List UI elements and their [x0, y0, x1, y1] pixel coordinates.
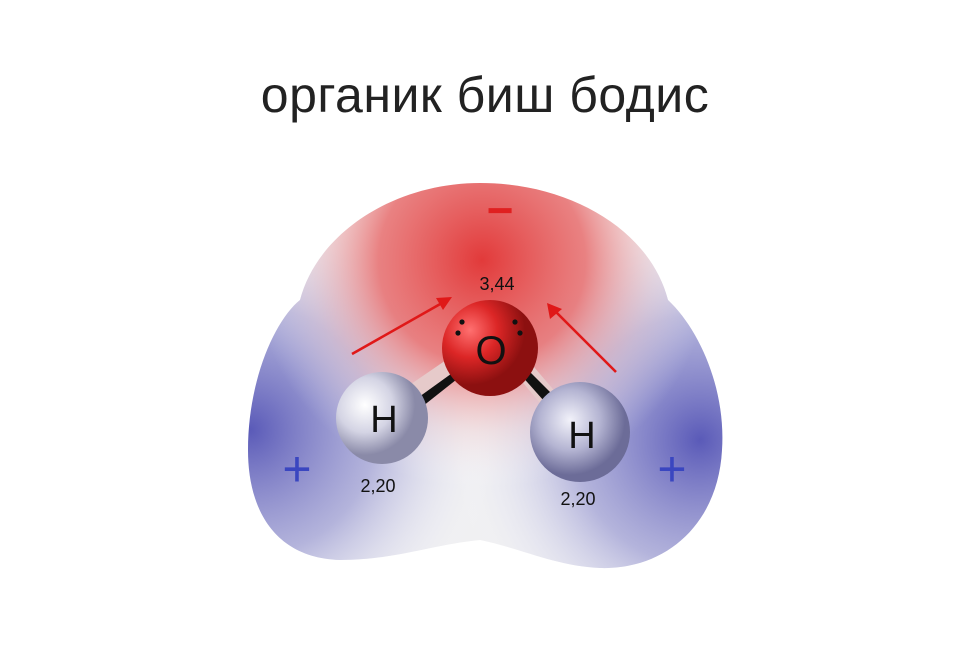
negative-charge-sign: −	[487, 184, 514, 236]
oxygen-electronegativity: 3,44	[479, 274, 514, 294]
polarity-arrow-right	[547, 303, 617, 373]
oxygen-symbol: O	[475, 329, 506, 373]
lone-pair-dots	[455, 319, 523, 336]
hydrogen-atom-left	[336, 372, 428, 464]
page-title: органик биш бодис	[260, 67, 710, 123]
hydrogen-symbol-left: H	[370, 399, 397, 441]
positive-charge-sign-right: +	[657, 441, 686, 497]
polarity-arrow-left	[351, 297, 452, 356]
hydrogen-left-electronegativity: 2,20	[360, 476, 395, 496]
hydrogen-symbol-right: H	[568, 415, 595, 457]
hydrogen-right-electronegativity: 2,20	[560, 489, 595, 509]
positive-charge-sign-left: +	[282, 441, 311, 497]
hydrogen-atom-right	[530, 382, 630, 482]
